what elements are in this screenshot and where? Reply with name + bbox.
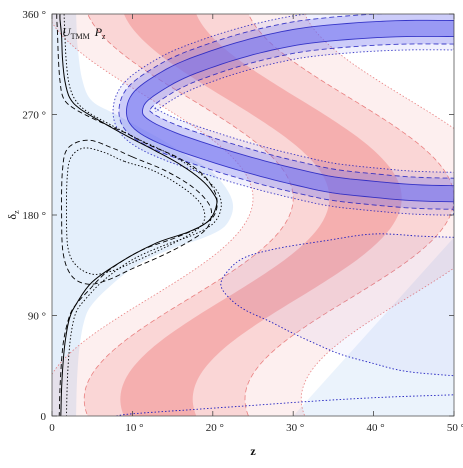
black-contour-solid [59, 14, 218, 416]
y-tick-label-270: 270 ° [22, 110, 46, 122]
black-loop-dashed [61, 139, 213, 285]
y-axis-title-main: δ [5, 214, 19, 220]
x-tick-label-40: 40 ° [367, 422, 385, 434]
panel-title-main: U [62, 25, 72, 39]
panel-title-subscript: TMM [71, 32, 90, 41]
blue-band-solid [125, 19, 454, 203]
plot-area [52, 14, 454, 416]
x-tick-label-30: 30 ° [286, 422, 304, 434]
x-tick-label-20: 20 ° [206, 422, 224, 434]
red-band-1 [120, 14, 402, 416]
panel-title-p: P [94, 25, 103, 39]
y-tick-label-0: 0 [41, 411, 47, 423]
axes: 0 10 ° 20 ° 30 ° 40 ° 50 ° 0 90 ° 180 ° 270 ° 360 … [22, 9, 463, 434]
panel-title: UTMM Pz [62, 25, 106, 41]
y-tick-label-90: 90 ° [28, 311, 46, 323]
x-tick-label-50: 50 ° [447, 422, 463, 434]
blue-lower-loop [220, 233, 454, 377]
blue-bottom-arc [116, 394, 454, 416]
black-contour-dotted [63, 14, 222, 416]
x-tick-label-0: 0 [49, 422, 55, 434]
light-region-left [52, 14, 234, 416]
y-tick-label-180: 180 ° [22, 210, 46, 222]
y-axis-title-subscript: z [12, 210, 21, 214]
light-region-bottom-right [293, 237, 454, 416]
y-tick-label-360: 360 ° [22, 9, 46, 21]
red-band-3 [52, 14, 454, 416]
panel-title-p-subscript: z [101, 32, 106, 41]
y-axis-title: δz [5, 210, 21, 220]
red-band-2 [83, 14, 454, 416]
x-axis-title: z [250, 444, 256, 458]
black-contour-dashed [56, 14, 218, 416]
x-tick-label-10: 10 ° [125, 422, 143, 434]
